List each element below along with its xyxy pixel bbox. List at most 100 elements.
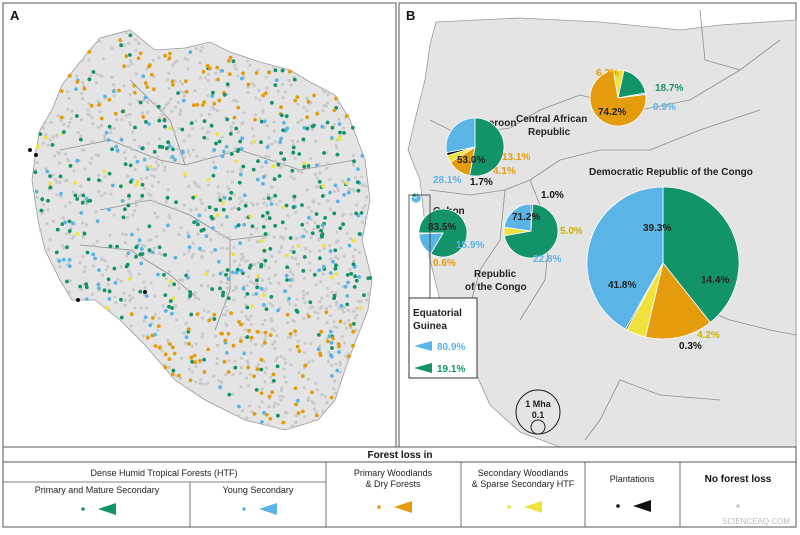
- no-loss-dot: [239, 167, 243, 171]
- forest-loss-dot: [300, 409, 305, 414]
- forest-loss-dot: [152, 87, 156, 92]
- legend-plantation-wedge: [633, 500, 651, 512]
- no-loss-dot: [200, 335, 204, 339]
- no-loss-dot: [44, 167, 48, 171]
- no-loss-dot: [361, 206, 365, 211]
- no-loss-dot: [263, 337, 267, 341]
- no-loss-dot: [138, 199, 142, 203]
- no-loss-dot: [156, 328, 160, 332]
- no-loss-dot: [264, 334, 268, 338]
- pie-drc-slice-woodland: [645, 262, 711, 340]
- forest-loss-dot: [191, 103, 196, 107]
- no-loss-dot: [239, 258, 243, 262]
- no-loss-dot: [190, 126, 194, 130]
- legend-no-loss-label: No forest loss: [705, 474, 772, 485]
- forest-loss-dot: [352, 159, 356, 164]
- forest-loss-dot: [189, 121, 194, 125]
- no-loss-dot: [354, 328, 358, 332]
- forest-loss-dot: [222, 149, 226, 154]
- forest-loss-dot: [82, 86, 87, 91]
- no-loss-dot: [310, 209, 314, 213]
- forest-loss-dot: [67, 229, 72, 233]
- forest-loss-dot: [225, 268, 230, 272]
- no-loss-dot: [255, 239, 259, 244]
- no-loss-dot: [135, 199, 139, 203]
- no-loss-dot: [193, 89, 197, 93]
- no-loss-dot: [98, 73, 102, 77]
- no-loss-dot: [128, 112, 132, 116]
- no-loss-dot: [94, 153, 98, 157]
- scale-big-label: 1 Mha: [525, 399, 552, 409]
- forest-loss-dot: [192, 353, 197, 358]
- no-loss-dot: [203, 208, 207, 212]
- legend-htf-group: Dense Humid Tropical Forests (HTF): [90, 468, 237, 478]
- forest-loss-dot: [148, 165, 153, 169]
- no-loss-dot: [42, 202, 46, 207]
- no-loss-dot: [256, 202, 260, 206]
- no-loss-dot: [167, 71, 171, 75]
- label-car-line2: Republic: [528, 127, 571, 138]
- no-loss-dot: [43, 121, 47, 125]
- no-loss-dot: [270, 254, 274, 258]
- no-loss-dot: [143, 286, 147, 290]
- no-loss-dot: [103, 191, 107, 195]
- no-loss-dot: [243, 259, 247, 263]
- no-loss-dot: [207, 130, 211, 134]
- forest-loss-dot: [241, 164, 246, 169]
- no-loss-dot: [243, 295, 247, 299]
- forest-loss-dot: [259, 262, 264, 267]
- no-loss-dot: [199, 378, 203, 382]
- forest-loss-dot: [263, 340, 267, 345]
- forest-loss-dot: [79, 137, 83, 142]
- forest-loss-dot: [351, 343, 355, 348]
- forest-loss-dot: [61, 257, 66, 262]
- forest-loss-dot: [252, 139, 257, 144]
- no-loss-dot: [249, 351, 253, 355]
- forest-loss-dot: [82, 231, 87, 236]
- forest-loss-dot: [211, 173, 216, 178]
- forest-loss-dot: [202, 370, 207, 374]
- forest-loss-dot: [328, 271, 333, 275]
- forest-loss-dot: [133, 125, 137, 130]
- no-loss-dot: [308, 249, 312, 253]
- cameroon-sparse-pct: 4.1%: [493, 166, 516, 177]
- no-loss-dot: [246, 384, 250, 388]
- forest-loss-dot: [189, 355, 194, 360]
- no-loss-dot: [308, 268, 312, 273]
- no-loss-dot: [353, 175, 357, 179]
- no-loss-dot: [119, 279, 124, 283]
- forest-loss-dot: [320, 124, 325, 129]
- forest-loss-dot: [238, 241, 243, 246]
- panel-a-forest-loss-dots: [28, 31, 373, 428]
- no-loss-dot: [267, 405, 271, 409]
- forest-loss-dot: [255, 177, 260, 182]
- no-loss-dot: [295, 297, 299, 301]
- no-loss-dot: [40, 211, 44, 216]
- forest-loss-dot: [323, 216, 327, 220]
- no-loss-dot: [132, 209, 137, 213]
- forest-loss-dot: [34, 189, 39, 194]
- forest-loss-dot: [84, 285, 89, 290]
- forest-loss-dot: [152, 149, 157, 154]
- forest-loss-dot: [96, 282, 101, 287]
- no-loss-dot: [333, 379, 337, 383]
- no-loss-dot: [105, 268, 109, 272]
- no-loss-dot: [152, 75, 156, 79]
- forest-loss-dot: [330, 125, 335, 130]
- no-loss-dot: [246, 90, 250, 94]
- no-loss-dot: [81, 255, 85, 259]
- no-loss-dot: [326, 286, 330, 290]
- forest-loss-dot: [237, 404, 241, 409]
- no-loss-dot: [240, 310, 244, 314]
- no-loss-dot: [202, 157, 206, 161]
- forest-loss-dot: [202, 100, 207, 105]
- forest-loss-dot: [126, 203, 131, 208]
- no-loss-dot: [122, 84, 126, 88]
- forest-loss-dot: [204, 234, 209, 239]
- eqg-label-line2: Guinea: [413, 321, 447, 332]
- no-loss-dot: [291, 245, 295, 249]
- no-loss-dot: [123, 150, 127, 154]
- forest-loss-dot: [210, 287, 215, 291]
- no-loss-dot: [324, 306, 329, 311]
- no-loss-dot: [244, 376, 248, 380]
